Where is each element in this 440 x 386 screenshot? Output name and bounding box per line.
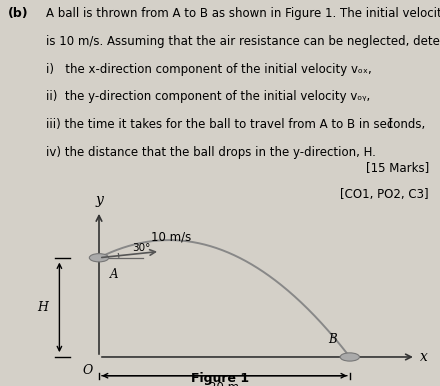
Text: B: B <box>328 333 337 346</box>
Text: iv) the distance that the ball drops in the y-direction, H.: iv) the distance that the ball drops in … <box>46 146 376 159</box>
Text: H: H <box>37 301 48 314</box>
Text: x: x <box>420 350 428 364</box>
Text: (b): (b) <box>8 7 29 20</box>
Text: ii)  the y-direction component of the initial velocity vₒᵧ,: ii) the y-direction component of the ini… <box>46 90 370 103</box>
Text: 30°: 30° <box>132 243 150 253</box>
Text: i)   the x-direction component of the initial velocity vₒₓ,: i) the x-direction component of the init… <box>46 63 372 76</box>
Text: A: A <box>110 268 118 281</box>
Text: I: I <box>387 118 392 131</box>
Text: 10 m/s: 10 m/s <box>151 231 191 244</box>
Text: O: O <box>82 364 92 376</box>
Text: is 10 m/s. Assuming that the air resistance can be neglected, determine:: is 10 m/s. Assuming that the air resista… <box>46 35 440 48</box>
Text: 20 m: 20 m <box>209 381 239 386</box>
Text: Figure 1: Figure 1 <box>191 372 249 385</box>
Text: iii) the time it takes for the ball to travel from A to B in seconds,: iii) the time it takes for the ball to t… <box>46 118 425 131</box>
Circle shape <box>89 254 109 262</box>
Text: A ball is thrown from A to B as shown in Figure 1. The initial velocity of the b: A ball is thrown from A to B as shown in… <box>46 7 440 20</box>
Circle shape <box>340 353 359 361</box>
Text: y: y <box>95 193 103 207</box>
Text: [CO1, PO2, C3]: [CO1, PO2, C3] <box>341 188 429 201</box>
Text: [15 Marks]: [15 Marks] <box>366 161 429 174</box>
